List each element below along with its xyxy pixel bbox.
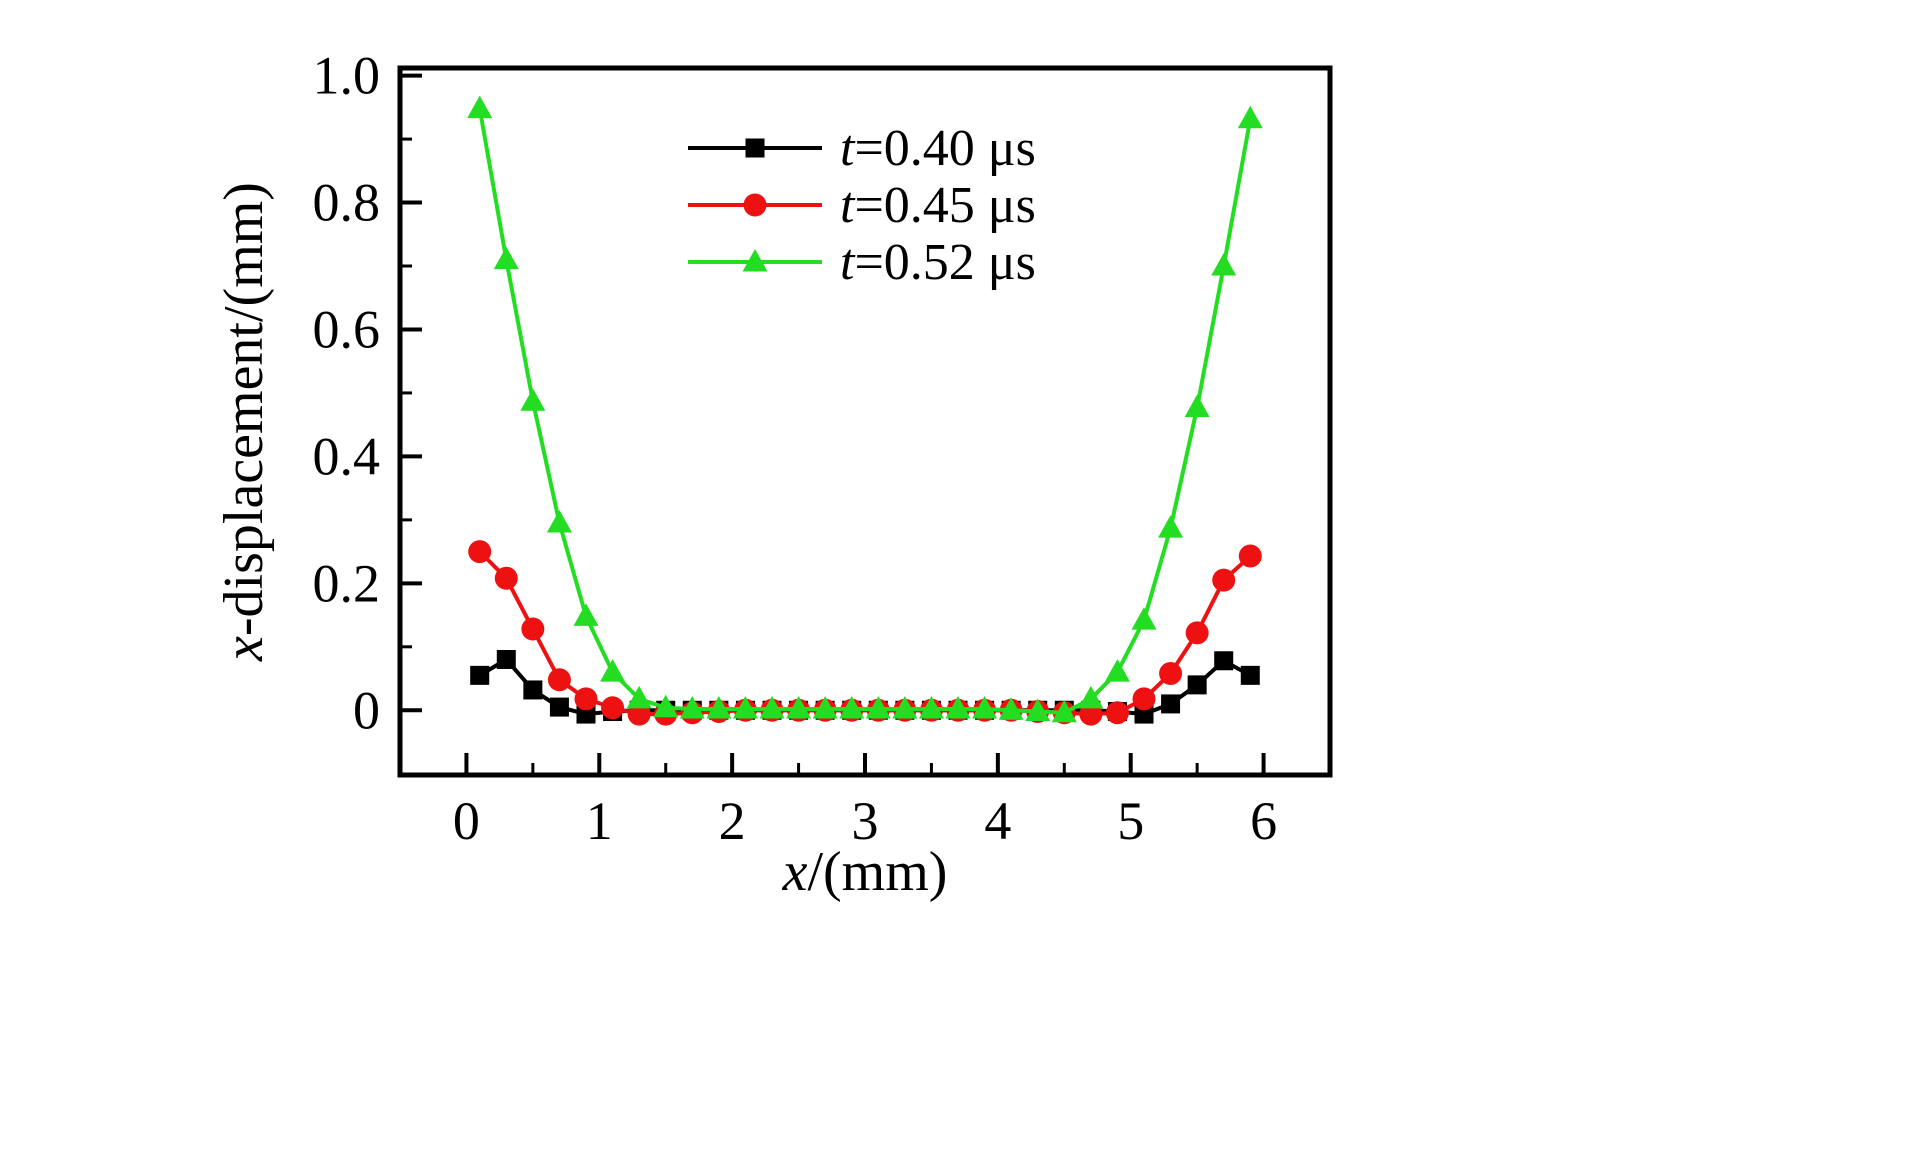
x-tick-label: 0 — [453, 791, 480, 851]
legend-label: t=0.45 μs — [840, 177, 1036, 234]
marker-triangle — [865, 695, 891, 719]
series-0 — [470, 649, 1260, 724]
marker-square — [1187, 675, 1207, 695]
marker-circle — [468, 540, 492, 564]
legend: t=0.40 μst=0.45 μst=0.52 μs — [688, 120, 1036, 291]
marker-triangle — [679, 695, 705, 719]
marker-square — [549, 697, 569, 717]
marker-triangle — [945, 695, 971, 719]
legend-label: t=0.40 μs — [840, 120, 1036, 177]
legend-entry-1: t=0.45 μs — [688, 177, 1036, 234]
marker-circle — [743, 193, 767, 217]
marker-triangle — [998, 697, 1024, 720]
y-tick-label: 1.0 — [313, 46, 381, 106]
x-tick-label: 5 — [1117, 791, 1144, 851]
marker-triangle — [546, 510, 572, 533]
marker-triangle — [1104, 659, 1130, 682]
marker-triangle — [1051, 699, 1077, 723]
marker-triangle — [972, 695, 998, 719]
y-tick-label: 0.4 — [313, 426, 381, 486]
marker-triangle — [467, 95, 493, 119]
marker-triangle — [732, 695, 758, 719]
legend-entry-2: t=0.52 μs — [688, 234, 1036, 291]
marker-circle — [1238, 544, 1262, 568]
marker-circle — [1132, 687, 1156, 711]
marker-triangle — [759, 695, 785, 719]
marker-triangle — [600, 659, 626, 682]
marker-circle — [1212, 568, 1236, 592]
marker-triangle — [812, 695, 838, 719]
y-tick-label: 0.8 — [313, 173, 381, 233]
marker-square — [470, 665, 490, 685]
marker-triangle — [493, 246, 519, 270]
x-tick-label: 6 — [1250, 791, 1277, 851]
marker-square — [1134, 704, 1154, 724]
marker-circle — [547, 668, 571, 692]
marker-triangle — [1078, 685, 1104, 709]
marker-circle — [574, 687, 598, 711]
series-1 — [468, 540, 1262, 726]
marker-square — [576, 704, 596, 724]
y-tick-label: 0.6 — [313, 299, 381, 359]
marker-triangle — [573, 603, 599, 626]
x-tick-label: 3 — [852, 791, 879, 851]
marker-triangle — [918, 695, 944, 719]
marker-triangle — [742, 249, 768, 272]
marker-triangle — [786, 695, 812, 719]
marker-square — [745, 138, 765, 158]
marker-square — [1240, 665, 1260, 685]
marker-square — [523, 680, 543, 700]
marker-triangle — [706, 695, 732, 719]
marker-triangle — [1211, 253, 1237, 276]
x-tick-label: 2 — [719, 791, 746, 851]
marker-triangle — [892, 695, 918, 719]
marker-circle — [494, 566, 518, 590]
marker-triangle — [839, 695, 865, 719]
marker-triangle — [1025, 698, 1051, 722]
y-axis-title: x-displacement/(mm) — [213, 182, 275, 662]
marker-circle — [1159, 661, 1183, 685]
x-axis-title: x/(mm) — [782, 841, 948, 903]
marker-triangle — [520, 388, 546, 411]
y-tick-label: 0.2 — [313, 553, 381, 613]
marker-square — [496, 649, 516, 669]
marker-circle — [601, 696, 625, 720]
marker-square — [1161, 694, 1181, 714]
marker-triangle — [1131, 607, 1157, 630]
marker-triangle — [1237, 105, 1263, 129]
x-tick-label: 1 — [586, 791, 613, 851]
marker-circle — [1105, 701, 1129, 725]
y-tick-label: 0 — [353, 680, 380, 740]
marker-circle — [521, 617, 545, 641]
series-2 — [467, 95, 1263, 723]
series-line-2 — [477, 108, 1253, 715]
marker-triangle — [626, 685, 652, 709]
legend-label: t=0.52 μs — [840, 234, 1036, 291]
marker-triangle — [1158, 515, 1184, 538]
marker-triangle — [653, 694, 679, 718]
x-tick-label: 4 — [984, 791, 1011, 851]
legend-entry-0: t=0.40 μs — [688, 120, 1036, 177]
marker-triangle — [1184, 394, 1210, 418]
marker-square — [1214, 651, 1234, 671]
marker-circle — [1185, 621, 1209, 645]
